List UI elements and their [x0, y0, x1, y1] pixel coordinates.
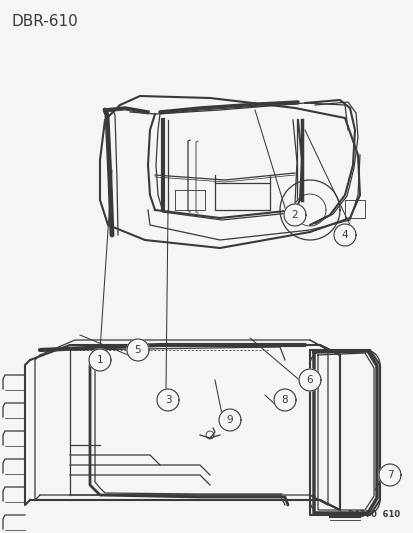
Text: 8: 8 [281, 395, 287, 405]
Polygon shape [273, 389, 295, 411]
Text: 3: 3 [164, 395, 171, 405]
Text: 6: 6 [306, 375, 313, 385]
Polygon shape [283, 204, 305, 226]
Polygon shape [157, 389, 178, 411]
Text: 9: 9 [226, 415, 233, 425]
Polygon shape [298, 369, 320, 391]
Polygon shape [127, 339, 149, 361]
Text: 2: 2 [291, 210, 298, 220]
Text: 7: 7 [386, 470, 392, 480]
Text: 1: 1 [97, 355, 103, 365]
Polygon shape [218, 409, 240, 431]
Text: 94370  610: 94370 610 [347, 510, 399, 519]
Text: 5: 5 [134, 345, 141, 355]
Polygon shape [89, 349, 111, 371]
Polygon shape [378, 464, 400, 486]
Polygon shape [333, 224, 355, 246]
Text: DBR-610: DBR-610 [12, 14, 78, 29]
Text: 4: 4 [341, 230, 347, 240]
